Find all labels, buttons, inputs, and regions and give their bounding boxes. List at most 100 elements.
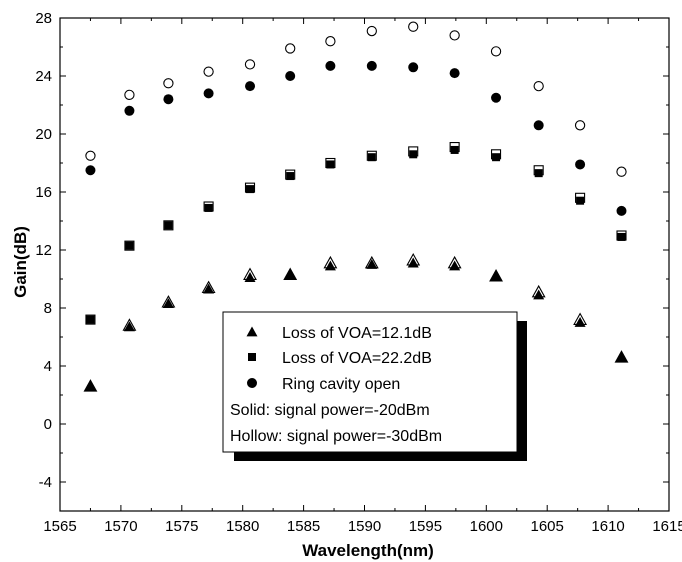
triangle-solid-point	[615, 351, 627, 362]
circle-hollow-point	[490, 46, 502, 57]
circle-hollow-point	[408, 21, 419, 32]
square-solid-point	[409, 150, 418, 159]
legend-marker-circle	[247, 378, 257, 388]
square-hollow-point	[408, 146, 419, 157]
square-hollow-point	[533, 165, 544, 176]
square-solid-point	[534, 169, 543, 178]
legend-box	[222, 311, 518, 453]
square-solid-point	[576, 196, 585, 205]
legend-note-hollow: Hollow: signal power=-30dBm	[230, 428, 442, 445]
square-solid-point	[204, 203, 213, 212]
triangle-solid-point	[244, 272, 256, 282]
circle-hollow-point	[616, 166, 627, 177]
y-axis-title: Gain(dB)	[11, 226, 30, 298]
triangle-hollow-point	[447, 255, 462, 269]
square-hollow-point	[366, 150, 377, 161]
axis-ticks	[59, 17, 670, 511]
triangle-hollow-point	[489, 268, 503, 282]
square-solid-point	[125, 241, 134, 250]
y-tick-label: 16	[35, 184, 52, 201]
square-hollow-point	[575, 192, 586, 203]
triangle-hollow-point	[364, 255, 379, 269]
x-tick-label: 1595	[409, 518, 442, 535]
triangle-solid-point	[449, 260, 461, 271]
square-solid-point	[617, 232, 626, 241]
triangle-hollow-point	[283, 267, 298, 281]
legend-note-solid: Solid: signal power=-20dBm	[230, 402, 430, 419]
square-hollow-point	[163, 220, 174, 231]
circle-hollow-point	[574, 120, 586, 131]
triangle-hollow-point	[201, 280, 216, 294]
x-tick-label: 1610	[591, 518, 624, 535]
y-tick-label: 12	[35, 242, 52, 259]
circle-solid-point	[285, 71, 296, 81]
circle-solid-point	[85, 165, 96, 176]
square-solid-point	[164, 221, 173, 230]
triangle-solid-point	[123, 321, 135, 332]
triangle-solid-point	[407, 257, 419, 268]
square-hollow-point	[124, 240, 135, 251]
circle-solid-point	[203, 88, 214, 99]
triangle-solid-point	[162, 298, 174, 309]
circle-solid-point	[366, 60, 377, 71]
triangle-hollow-point	[323, 255, 338, 269]
y-tick-label: -4	[39, 474, 52, 491]
x-tick-label: 1615	[652, 518, 682, 535]
circle-hollow-point	[449, 30, 460, 41]
circle-solid-point	[449, 68, 460, 79]
square-solid-point	[492, 153, 501, 162]
legend-marker-square	[248, 353, 256, 361]
circle-hollow-point	[85, 150, 96, 161]
square-hollow-point	[203, 201, 214, 212]
circle-solid-point	[575, 159, 586, 170]
circle-solid-point	[245, 81, 256, 92]
triangle-solid-point	[366, 259, 378, 269]
square-hollow-point	[285, 169, 296, 180]
legend: Loss of VOA=12.1dB Loss of VOA=22.2dB Ri…	[222, 311, 527, 461]
triangle-hollow-point	[122, 318, 137, 331]
circle-hollow-point	[325, 36, 336, 47]
triangle-solid-point	[84, 380, 96, 391]
triangle-hollow-point	[614, 350, 629, 363]
circle-hollow-point	[203, 66, 214, 77]
square-hollow-point	[449, 142, 460, 153]
circle-hollow-point	[163, 78, 174, 89]
circle-solid-point	[616, 205, 627, 216]
square-solid-point	[450, 145, 459, 154]
x-tick-label: 1575	[165, 518, 198, 535]
circle-hollow-point	[366, 25, 377, 37]
x-tick-label: 1600	[470, 518, 503, 535]
triangle-solid-point	[533, 289, 545, 300]
x-tick-label: 1585	[287, 518, 320, 535]
legend-label-square: Loss of VOA=22.2dB	[282, 350, 432, 367]
y-tick-label: 20	[35, 126, 52, 143]
triangle-hollow-point	[83, 379, 98, 392]
triangle-hollow-point	[406, 253, 421, 266]
data-points	[83, 21, 629, 392]
x-tick-label: 1570	[104, 518, 137, 535]
legend-markers	[246, 326, 258, 388]
circle-solid-point	[408, 62, 419, 73]
square-hollow-point	[616, 230, 627, 241]
triangle-hollow-point	[243, 267, 257, 281]
square-hollow-point	[490, 149, 502, 160]
legend-marker-triangle	[246, 326, 258, 337]
x-tick-label: 1605	[531, 518, 564, 535]
circle-solid-point	[163, 94, 174, 105]
x-tick-label: 1590	[348, 518, 381, 535]
y-tick-label: 4	[44, 358, 52, 375]
y-tick-label: 24	[35, 68, 52, 85]
legend-label-triangle: Loss of VOA=12.1dB	[282, 325, 432, 342]
y-tick-label: 28	[35, 10, 52, 27]
square-solid-point	[246, 185, 255, 194]
square-hollow-point	[85, 314, 96, 325]
x-axis-title: Wavelength(nm)	[302, 541, 434, 560]
x-tick-label: 1580	[226, 518, 259, 535]
circle-hollow-point	[124, 89, 135, 100]
triangle-hollow-point	[531, 284, 546, 298]
y-tick-label: 8	[44, 300, 52, 317]
triangle-hollow-point	[161, 295, 176, 308]
square-solid-point	[326, 160, 335, 169]
circle-hollow-point	[285, 43, 296, 54]
tick-labels: 1565 1570 1575 1580 1585 1590 1595 1600 1605 1610…	[35, 10, 682, 535]
